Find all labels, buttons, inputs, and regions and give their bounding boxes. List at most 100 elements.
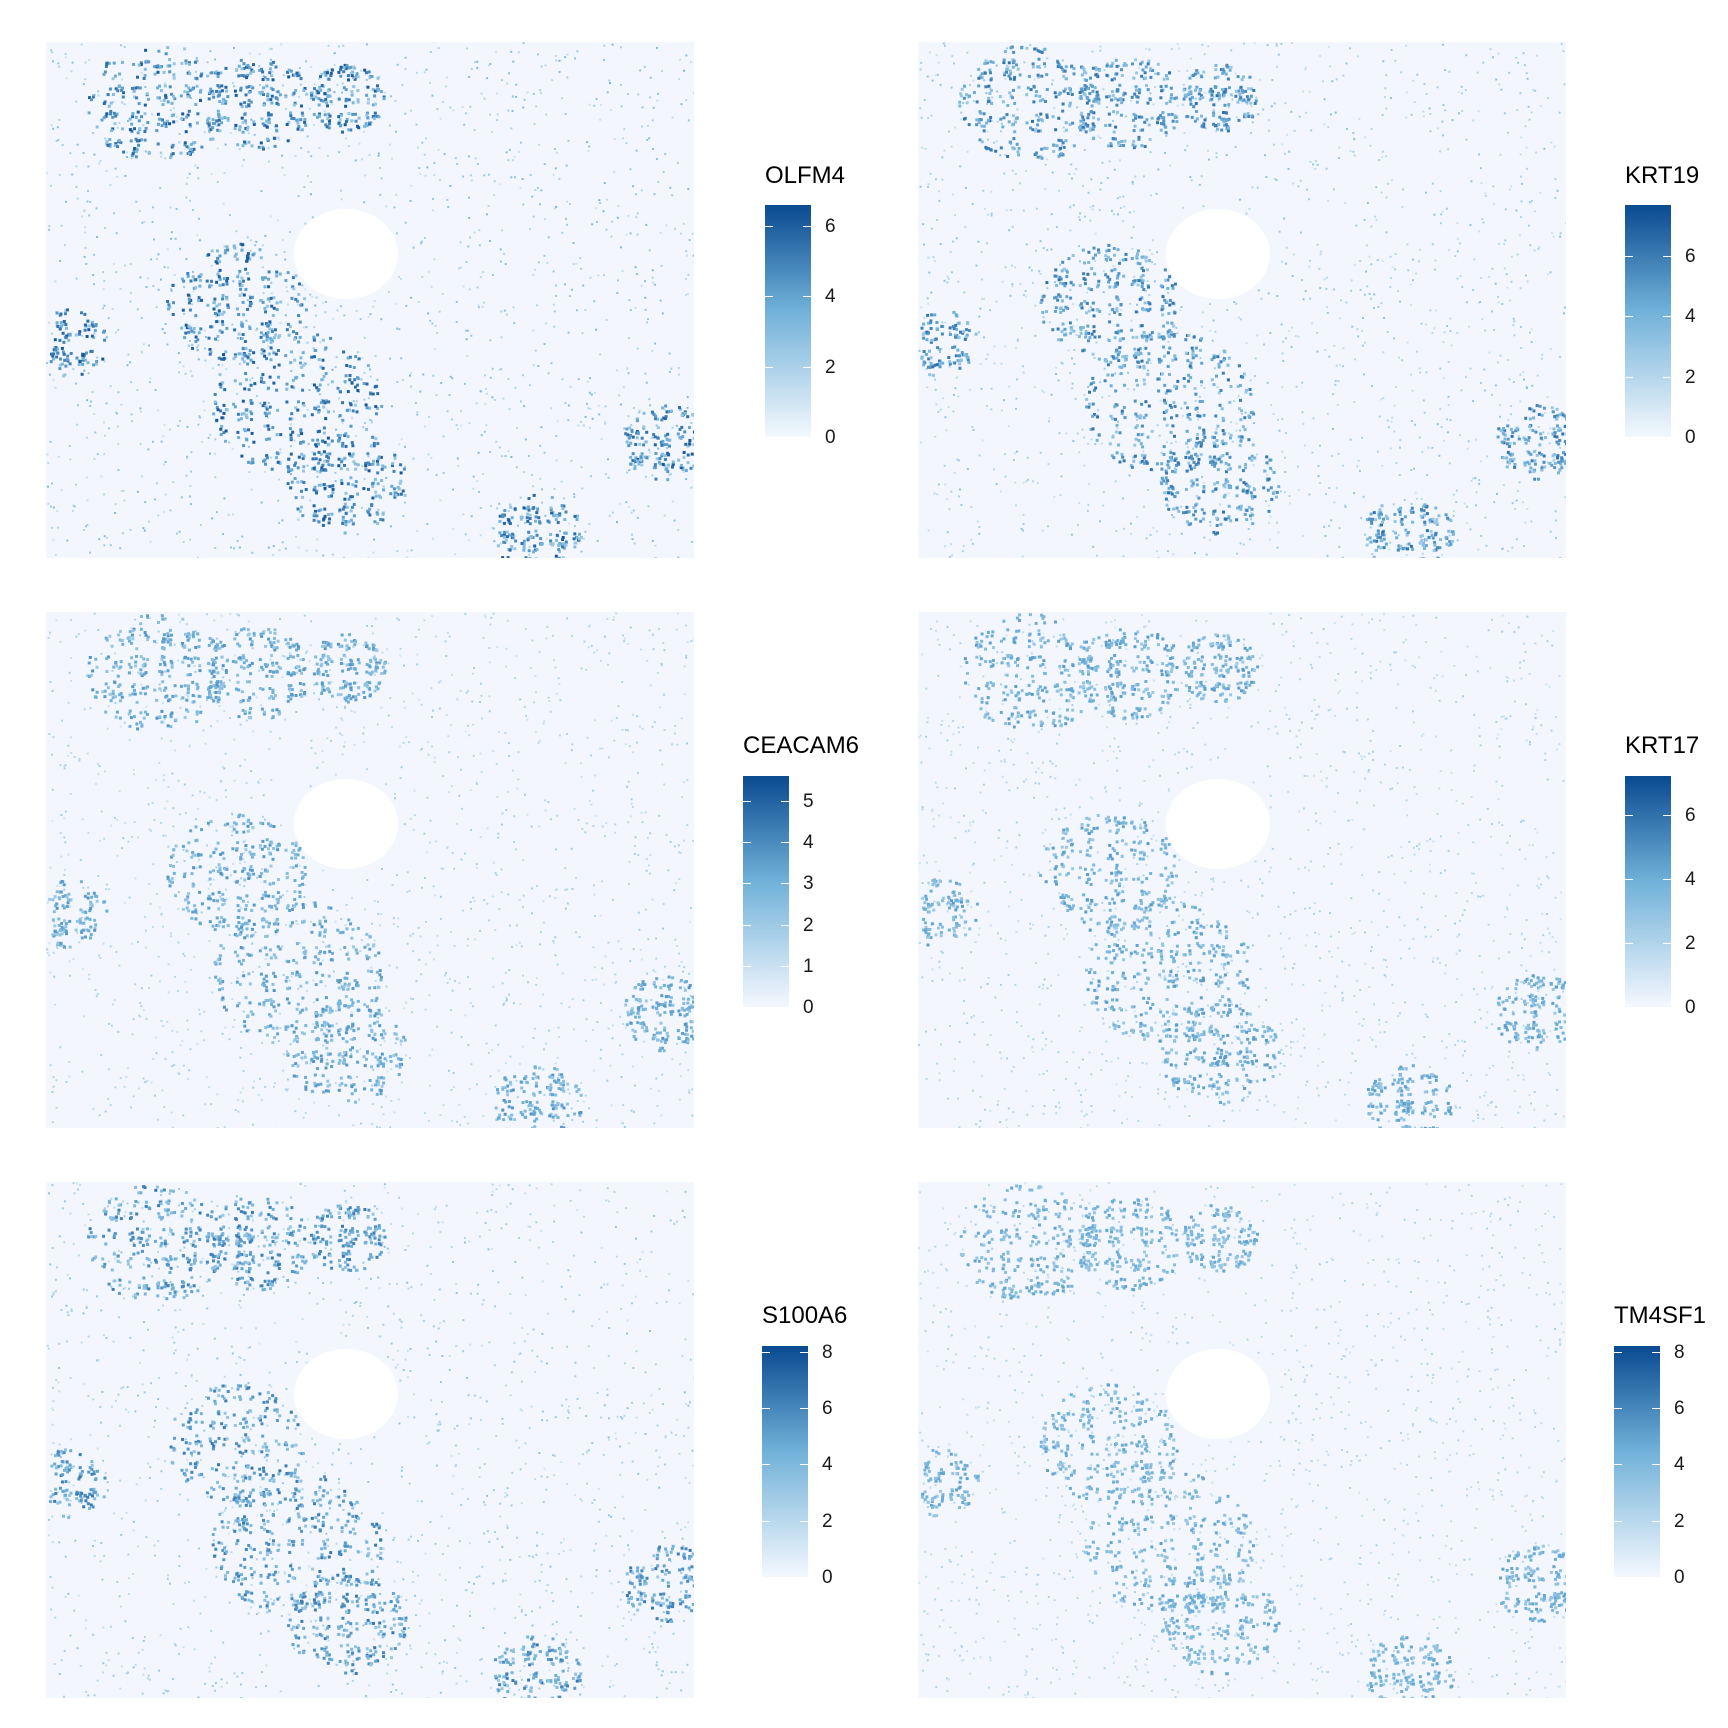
expression-spot: [1039, 67, 1042, 69]
expression-spot: [528, 384, 531, 387]
expression-spot: [1006, 47, 1009, 50]
expression-spot: [93, 329, 97, 332]
expression-spot: [177, 424, 180, 427]
expression-spot: [347, 112, 351, 115]
expression-spot: [418, 167, 421, 170]
expression-spot: [1071, 382, 1074, 385]
expression-spot: [290, 385, 294, 389]
expression-spot: [317, 483, 321, 487]
expression-spot: [317, 97, 321, 101]
expression-spot: [643, 65, 646, 68]
expression-spot: [351, 101, 355, 105]
expression-spot: [315, 549, 318, 552]
expression-spot: [160, 440, 163, 443]
expression-spot: [1371, 385, 1373, 388]
expression-spot: [1388, 548, 1391, 551]
expression-spot: [186, 272, 190, 275]
expression-spot: [143, 103, 147, 107]
expression-spot: [363, 201, 366, 204]
expression-spot: [657, 181, 660, 184]
expression-spot: [687, 273, 690, 276]
expression-spot: [344, 523, 348, 526]
expression-spot: [350, 495, 354, 499]
expression-spot: [1319, 55, 1322, 57]
expression-spot: [172, 62, 176, 66]
expression-spot: [362, 130, 365, 133]
expression-spot: [260, 501, 263, 504]
expression-spot: [292, 287, 296, 291]
expression-spot: [444, 85, 447, 88]
expression-spot: [248, 349, 252, 353]
expression-spot: [1407, 269, 1410, 272]
expression-spot: [1277, 418, 1279, 421]
expression-spot: [81, 362, 85, 366]
expression-spot: [295, 332, 299, 335]
expression-spot: [152, 206, 154, 209]
colorbar-tick-mark: [803, 437, 811, 438]
expression-spot: [253, 133, 256, 136]
expression-spot: [206, 61, 209, 64]
expression-spot: [84, 231, 86, 234]
expression-spot: [1147, 369, 1150, 372]
expression-spot: [208, 90, 212, 94]
expression-spot: [346, 390, 350, 394]
expression-spot: [239, 58, 243, 62]
expression-spot: [503, 309, 506, 312]
expression-spot: [586, 380, 589, 383]
expression-spot: [67, 338, 71, 342]
expression-spot: [651, 281, 654, 284]
expression-spot: [935, 54, 938, 57]
expression-spot: [1091, 89, 1095, 93]
expression-spot: [245, 76, 249, 80]
expression-spot: [666, 470, 670, 474]
expression-spot: [189, 97, 192, 99]
expression-spot: [288, 325, 292, 329]
expression-spot: [58, 118, 61, 121]
expression-spot: [1165, 101, 1169, 105]
expression-spot: [213, 312, 217, 315]
expression-spot: [355, 72, 359, 76]
expression-spot: [617, 204, 620, 207]
expression-spot: [267, 546, 270, 549]
expression-spot: [299, 428, 303, 432]
expression-spot: [1398, 474, 1401, 476]
expression-spot: [527, 508, 531, 512]
expression-spot: [564, 402, 567, 405]
expression-spot: [167, 307, 170, 311]
expression-spot: [252, 351, 256, 355]
expression-spot: [625, 427, 629, 431]
expression-spot: [1375, 218, 1378, 221]
expression-spot: [954, 214, 957, 216]
expression-spot: [457, 427, 459, 430]
expression-spot: [1472, 289, 1475, 291]
expression-spot: [424, 174, 427, 177]
expression-spot: [543, 163, 546, 166]
expression-spot: [51, 526, 54, 529]
expression-spot: [287, 68, 291, 72]
expression-spot: [327, 456, 330, 460]
expression-spot: [1362, 495, 1365, 498]
expression-spot: [106, 93, 110, 97]
expression-spot: [318, 112, 321, 116]
expression-spot: [1173, 97, 1177, 100]
expression-spot: [1097, 409, 1100, 412]
expression-spot: [349, 403, 353, 407]
expression-spot: [263, 354, 267, 358]
expression-spot: [1156, 424, 1159, 427]
expression-spot: [335, 428, 338, 431]
expression-spot: [1436, 86, 1439, 89]
expression-spot: [1012, 114, 1015, 118]
expression-spot: [242, 279, 245, 283]
expression-spot: [318, 393, 321, 396]
expression-spot: [217, 118, 221, 122]
expression-spot: [267, 111, 270, 115]
expression-spot: [303, 117, 307, 121]
expression-spot: [656, 99, 659, 102]
expression-spot: [143, 220, 146, 223]
expression-spot: [1302, 90, 1305, 93]
expression-spot: [468, 217, 471, 219]
expression-spot: [1134, 116, 1137, 120]
expression-spot: [183, 143, 187, 147]
expression-spot: [299, 361, 303, 365]
